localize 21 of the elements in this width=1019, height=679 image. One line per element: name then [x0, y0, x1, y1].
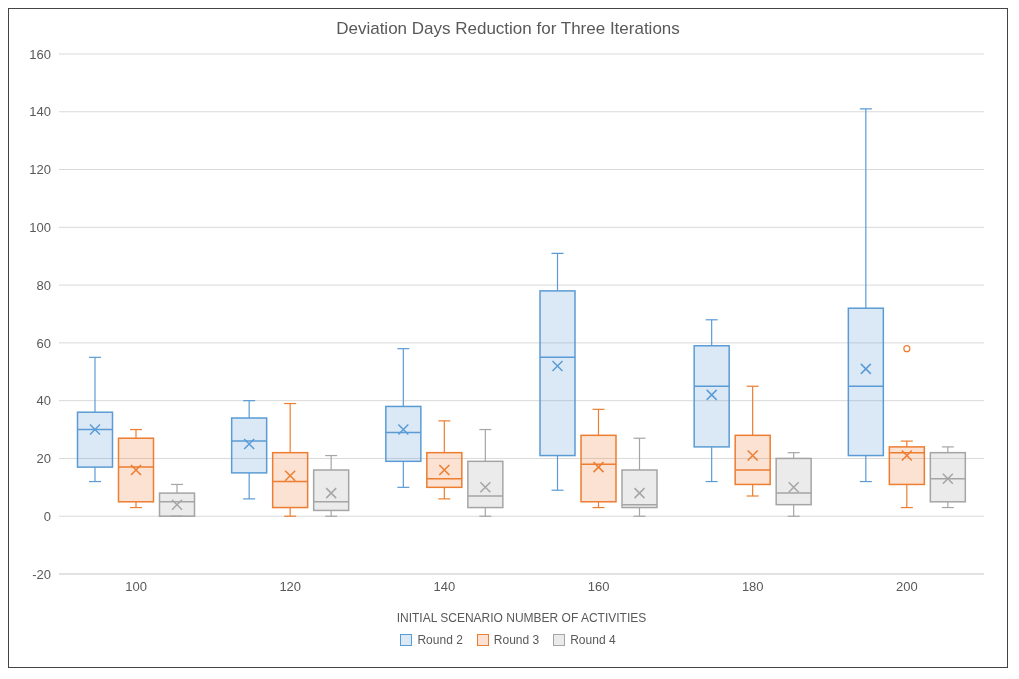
x-tick-label: 120 — [279, 579, 302, 595]
y-tick-label: 100 — [29, 219, 51, 235]
x-tick-label: 140 — [433, 579, 456, 595]
y-tick-label: 60 — [36, 335, 51, 351]
y-tick-label: 80 — [36, 277, 51, 293]
legend-label: Round 2 — [416, 633, 463, 647]
chart-title: Deviation Days Reduction for Three Iterations — [335, 19, 681, 39]
y-tick-label: -20 — [32, 566, 51, 582]
y-tick-label: 140 — [29, 104, 51, 120]
y-tick-label: 20 — [36, 451, 51, 467]
y-tick-label: 160 — [29, 46, 51, 62]
legend-label: Round 3 — [492, 633, 540, 647]
x-tick-label: 100 — [125, 579, 147, 595]
x-tick-label: 160 — [587, 579, 610, 595]
legend-label: Round 4 — [569, 633, 616, 647]
y-tick-label: 40 — [36, 393, 51, 409]
y-tick-label: 0 — [43, 508, 51, 524]
y-tick-label: 120 — [29, 162, 51, 178]
x-tick-label: 180 — [741, 579, 764, 595]
x-tick-label: 200 — [896, 579, 918, 595]
x-axis-title: INITIAL SCENARIO NUMBER OF ACTIVITIES — [396, 611, 647, 625]
